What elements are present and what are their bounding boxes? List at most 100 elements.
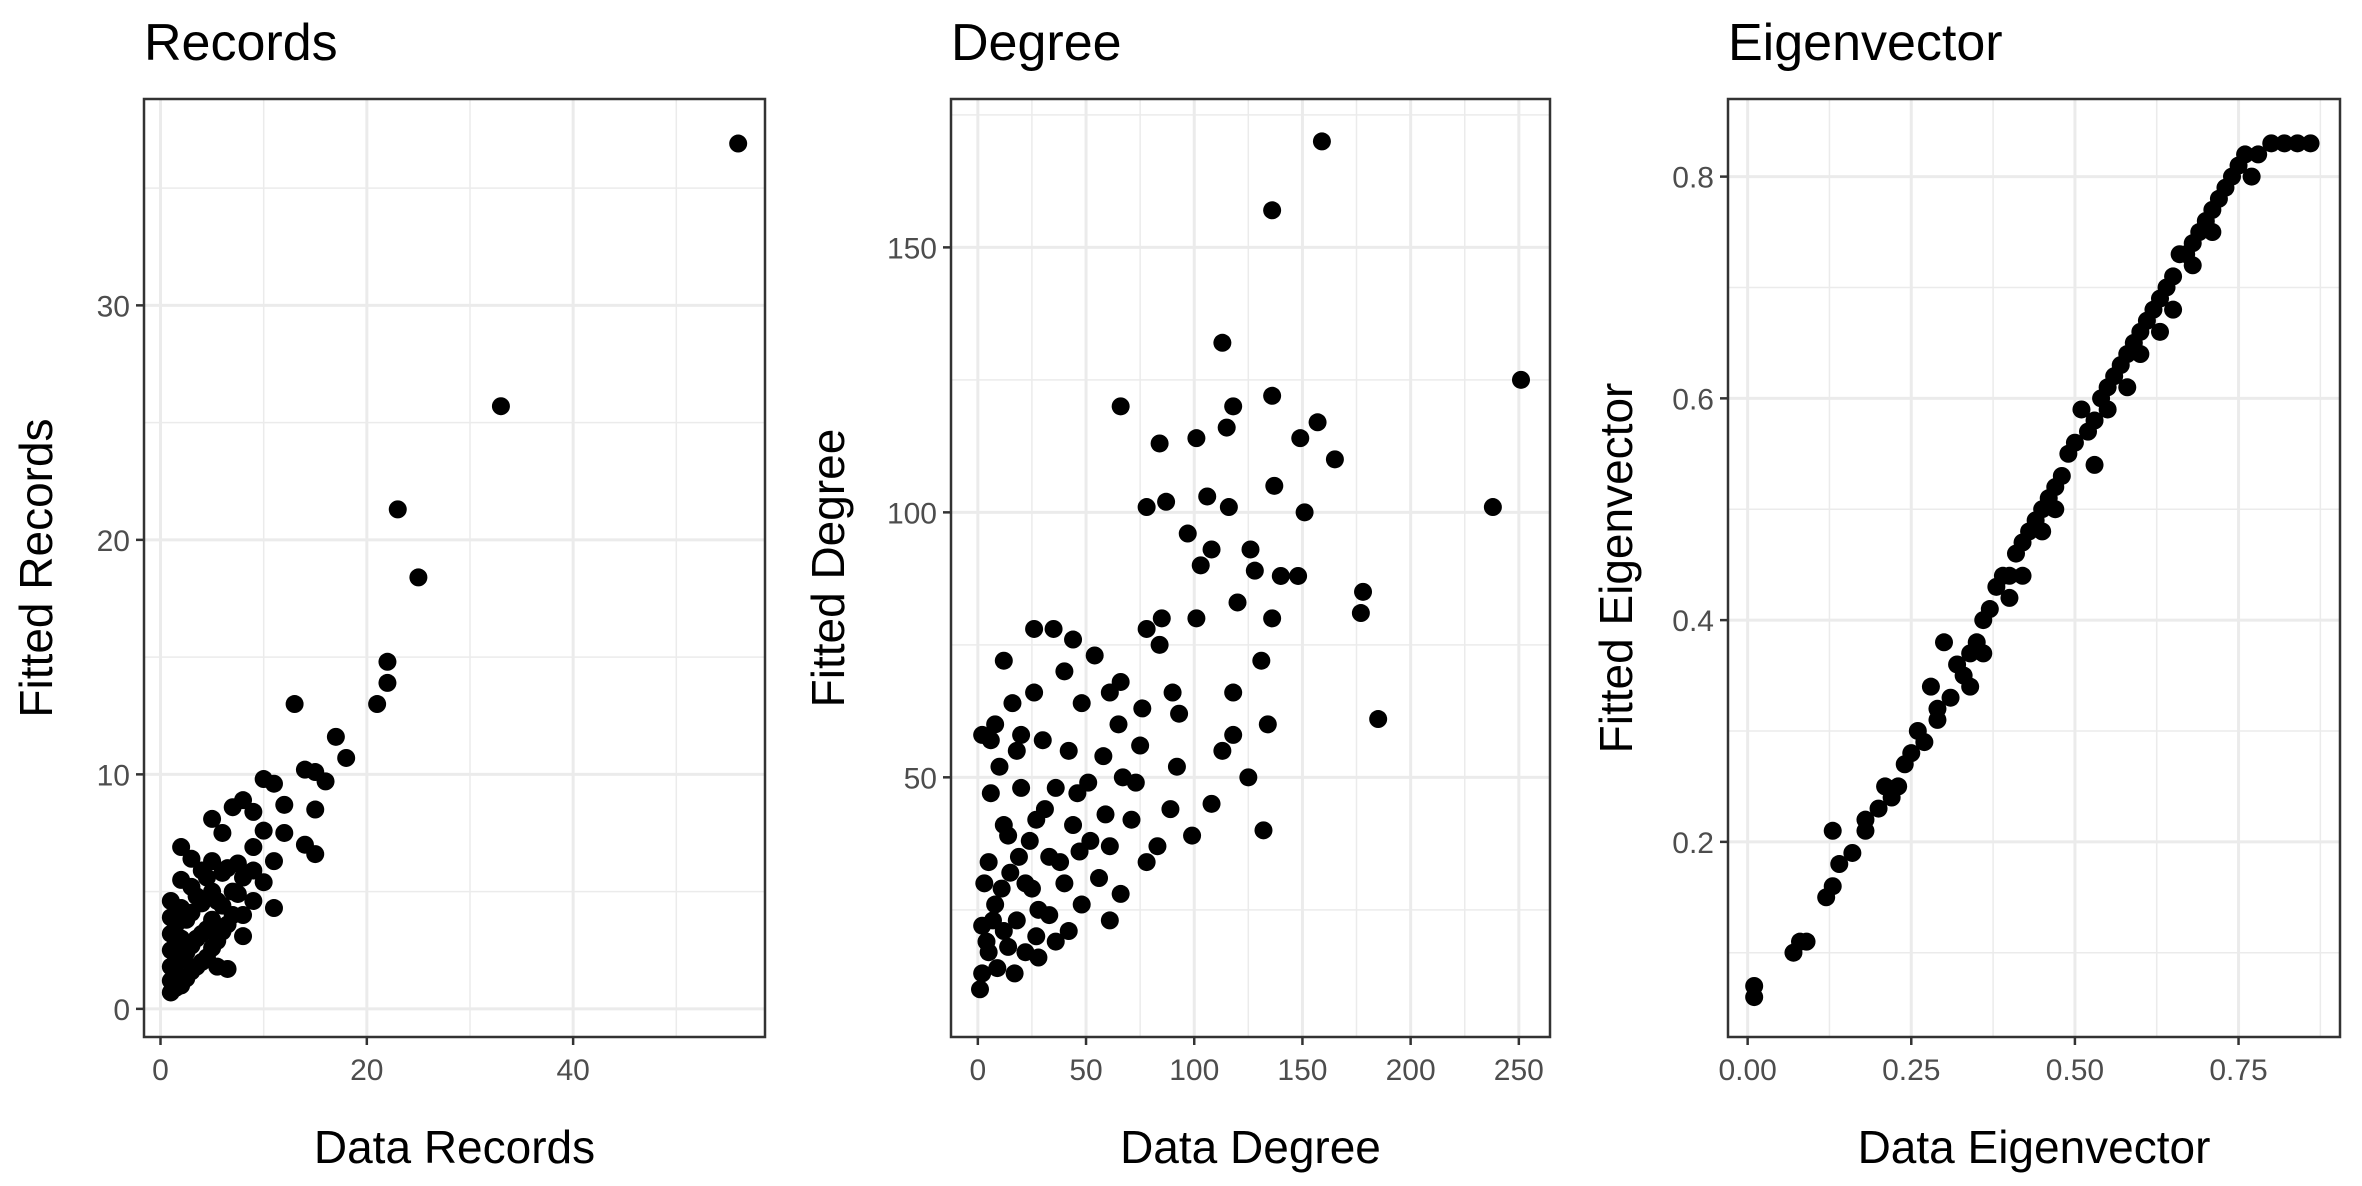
data-point (1241, 540, 1260, 559)
data-point (1291, 429, 1310, 448)
data-point (2203, 223, 2222, 242)
data-point (1003, 694, 1022, 713)
data-point (1007, 911, 1026, 930)
data-point (1035, 800, 1054, 819)
data-point (729, 134, 748, 153)
data-point (1198, 487, 1217, 506)
data-point (228, 884, 247, 903)
data-point (1020, 831, 1039, 850)
data-point (1797, 932, 1816, 951)
data-point (187, 887, 206, 906)
y-tick-label: 0.8 (1672, 162, 1714, 195)
data-point (1046, 778, 1065, 797)
data-point (378, 673, 397, 692)
data-point (1170, 704, 1189, 723)
data-point (1111, 397, 1130, 416)
data-point (1029, 900, 1048, 919)
data-point (2242, 167, 2261, 186)
data-point (1263, 609, 1282, 628)
data-point (981, 731, 1000, 750)
data-point (409, 568, 428, 587)
data-point (337, 748, 356, 767)
data-point (2164, 267, 2183, 286)
data-point (1187, 429, 1206, 448)
data-point (1100, 683, 1119, 702)
data-point (1090, 869, 1109, 888)
data-point (1131, 736, 1150, 755)
x-axis-label: Data Eigenvector (1858, 1121, 2211, 1173)
x-tick-label: 150 (1277, 1054, 1327, 1087)
data-point (1133, 699, 1152, 718)
x-tick-label: 100 (1169, 1054, 1219, 1087)
data-point (1823, 821, 1842, 840)
data-point (1263, 201, 1282, 220)
data-point (1941, 688, 1960, 707)
x-axis-label: Data Degree (1120, 1121, 1381, 1173)
data-point (1064, 816, 1083, 835)
data-point (2301, 134, 2320, 153)
data-point (388, 500, 407, 519)
data-point (1100, 911, 1119, 930)
data-point (1219, 498, 1238, 517)
data-points (970, 132, 1531, 999)
data-point (1152, 609, 1171, 628)
data-point (1059, 922, 1078, 941)
data-point (1081, 831, 1100, 850)
data-point (1137, 498, 1156, 517)
chart-title: Eigenvector (1728, 14, 2003, 72)
data-point (1033, 731, 1052, 750)
data-point (1745, 976, 1764, 995)
y-tick-label: 0 (113, 994, 130, 1027)
data-point (2131, 345, 2150, 364)
data-point (166, 934, 185, 953)
data-point (1150, 434, 1169, 453)
x-tick-label: 0.00 (1718, 1054, 1776, 1087)
data-point (979, 853, 998, 872)
data-point (1187, 609, 1206, 628)
data-point (977, 932, 996, 951)
data-point (994, 922, 1013, 941)
data-point (1869, 799, 1888, 818)
panel-border (1726, 97, 2342, 1039)
data-point (1974, 644, 1993, 663)
data-point (1202, 794, 1221, 813)
data-point (1100, 837, 1119, 856)
data-point (986, 895, 1005, 914)
data-point (491, 397, 510, 416)
data-point (1213, 741, 1232, 760)
data-point (1012, 725, 1031, 744)
data-point (213, 922, 232, 941)
data-point (223, 798, 242, 817)
data-point (999, 937, 1018, 956)
data-point (172, 838, 191, 857)
data-point (1228, 593, 1247, 612)
data-point (1224, 397, 1243, 416)
chart-title: Degree (951, 14, 1122, 72)
data-point (182, 849, 201, 868)
data-point (1046, 932, 1065, 951)
data-point (973, 964, 992, 983)
data-point (228, 854, 247, 873)
data-point (316, 772, 335, 791)
data-point (1483, 498, 1502, 517)
data-point (1163, 683, 1182, 702)
data-point (2085, 411, 2104, 430)
y-axis-label: Fitted Records (10, 418, 62, 717)
data-point (1178, 524, 1197, 543)
data-point (1512, 370, 1531, 389)
data-point (197, 868, 216, 887)
y-tick-label: 20 (97, 525, 130, 558)
data-point (1921, 677, 1940, 696)
data-point (208, 957, 227, 976)
data-point (1109, 715, 1128, 734)
chart-title: Records (144, 14, 338, 72)
data-point (1122, 810, 1141, 829)
data-point (981, 784, 1000, 803)
data-point (1126, 773, 1145, 792)
panel-eigenvector: 0.00 0.25 0.50 0.75 0.2 0.4 0.6 0.8 Eigenvector D… (1590, 14, 2342, 1173)
data-point (1094, 747, 1113, 766)
data-point (1137, 853, 1156, 872)
data-point (1064, 630, 1083, 649)
data-point (275, 823, 294, 842)
y-tick-label: 0.4 (1672, 605, 1714, 638)
